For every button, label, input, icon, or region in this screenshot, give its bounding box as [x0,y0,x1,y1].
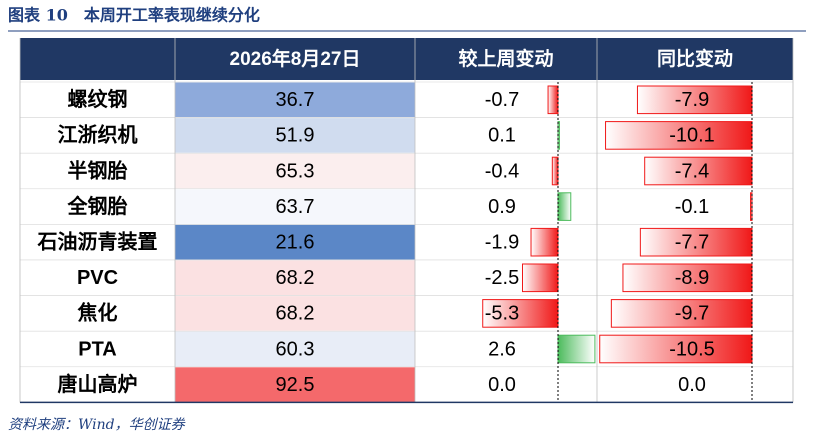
value-cell-bg [175,189,415,224]
negative-bar [644,156,753,186]
row-label: 江浙织机 [58,123,138,147]
row-label: 螺纹钢 [68,87,128,111]
value-cell-bg [175,260,415,296]
value-cell-bg [175,153,415,189]
change-cell: 0.9 [488,196,516,218]
value-cell-bg [175,367,415,402]
negative-bar [547,85,559,115]
value-cell-bg [175,118,415,153]
positive-bar [557,334,596,364]
negative-bar [522,263,559,293]
row-label: PTA [78,338,117,360]
value-cell-bg [175,82,415,118]
value-cell-bg [175,296,415,331]
change-cell: 0.1 [488,125,516,147]
negative-bar [605,121,753,150]
header-bg [20,38,793,80]
change-cell: -7.4 [675,160,709,182]
change-cell: 0.0 [488,374,516,396]
change-cell: -0.7 [485,89,519,111]
value-cell: 21.6 [276,231,315,253]
change-cell: -2.5 [485,267,519,289]
change-cell: -7.9 [675,89,709,111]
value-cell-bg [175,331,415,367]
value-cell: 92.5 [276,374,315,396]
row-label: PVC [77,267,118,289]
change-cell: -8.9 [675,267,709,289]
value-cell: 51.9 [276,125,315,147]
negative-bar [639,227,753,257]
value-cell: 60.3 [276,338,315,360]
change-cell: -10.5 [669,338,715,360]
change-cell: -5.3 [485,303,519,325]
positive-bar [557,192,572,221]
negative-bar [636,85,753,115]
negative-bar [482,299,559,328]
row-label: 全钢胎 [67,194,128,218]
change-cell: -10.1 [669,125,715,147]
change-cell: -0.1 [675,196,709,218]
header-cell: 较上周变动 [458,47,553,70]
change-cell: 2.6 [488,338,516,360]
change-cell: -0.4 [485,160,519,182]
header-cell: 同比变动 [657,47,733,70]
row-label: 半钢胎 [68,158,128,182]
row-label: 石油沥青装置 [37,229,158,253]
source: 资料来源：Wind，华创证券 [8,417,186,433]
change-cell: -7.7 [675,231,709,253]
value-cell: 63.7 [276,196,315,218]
header-cell: 2026年8月27日 [230,47,361,70]
row-label: 焦化 [78,301,118,325]
negative-bar [599,334,753,364]
value-cell-bg [175,224,415,260]
change-cell: -1.9 [485,231,519,253]
title: 图表 10 本周开工率表现继续分化 [8,6,260,25]
value-cell: 65.3 [276,160,315,182]
change-cell: -9.7 [675,303,709,325]
negative-bar [622,263,753,293]
negative-bar [530,227,559,257]
row-label: 唐山高炉 [58,372,138,396]
negative-bar [551,156,559,186]
value-cell: 68.2 [276,267,315,289]
negative-bar [610,299,753,328]
change-cell: 0.0 [678,374,706,396]
value-cell: 68.2 [276,303,315,325]
value-cell: 36.7 [276,89,315,111]
